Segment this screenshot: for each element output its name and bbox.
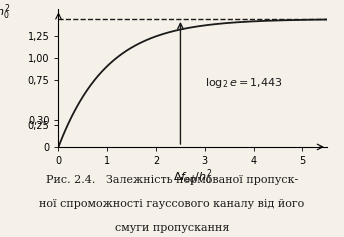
Text: смуги пропускання: смуги пропускання bbox=[115, 223, 229, 233]
X-axis label: $\Delta f_{e\phi}/h_0^2$: $\Delta f_{e\phi}/h_0^2$ bbox=[173, 167, 212, 188]
Text: Рис. 2.4.   Залежність нормованої пропуск-: Рис. 2.4. Залежність нормованої пропуск- bbox=[46, 175, 298, 185]
Text: ної спроможності гауссового каналу від його: ної спроможності гауссового каналу від й… bbox=[39, 199, 305, 209]
Y-axis label: $C/h_0^2$: $C/h_0^2$ bbox=[0, 3, 10, 22]
Text: $\log_2 e=1{,}443$: $\log_2 e=1{,}443$ bbox=[205, 76, 282, 90]
